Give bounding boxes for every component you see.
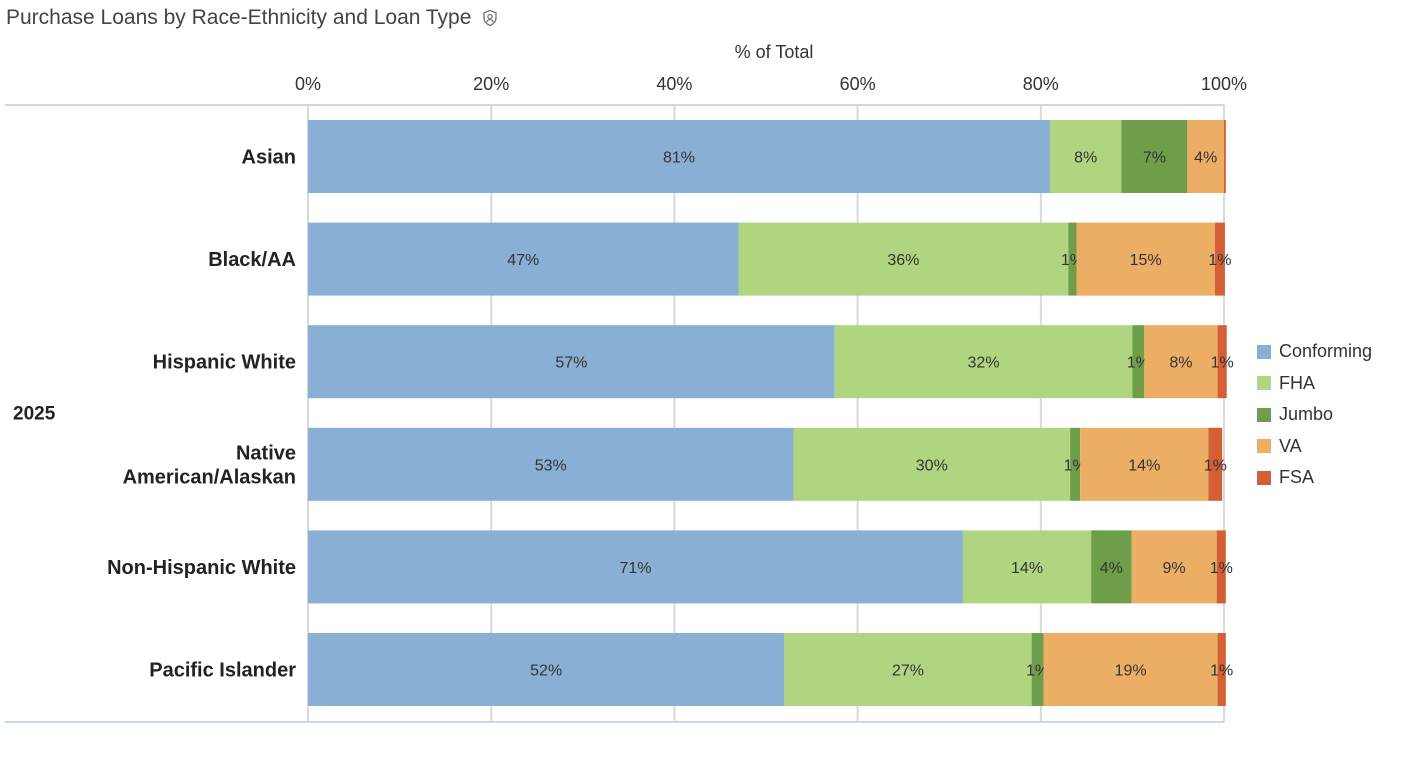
legend-item-jumbo[interactable]: Jumbo — [1257, 399, 1372, 431]
data-label: 1% — [1127, 355, 1150, 372]
data-label: 36% — [887, 252, 919, 269]
data-label: 32% — [968, 355, 1000, 372]
legend-label: FSA — [1279, 467, 1315, 488]
data-label: 15% — [1130, 252, 1162, 269]
bar-segment-conforming[interactable] — [308, 427, 794, 501]
legend-swatch — [1257, 344, 1271, 359]
bar-segment-va[interactable] — [1080, 427, 1209, 501]
bar-segment-fha[interactable] — [1049, 120, 1122, 193]
category-label: American/Alaskan — [123, 466, 296, 488]
bar-segment-fha[interactable] — [738, 222, 1069, 296]
bar-segment-fsa[interactable] — [1214, 222, 1225, 296]
data-label: 53% — [535, 457, 567, 474]
x-tick-label: 40% — [656, 74, 692, 94]
data-label: 52% — [530, 663, 562, 680]
x-tick-label: 0% — [295, 74, 321, 94]
data-label: 4% — [1100, 560, 1123, 577]
data-label: 4% — [1194, 150, 1217, 167]
bar-segment-conforming[interactable] — [308, 325, 835, 399]
bar-segment-conforming[interactable] — [308, 222, 739, 296]
category-label: Black/AA — [208, 249, 296, 271]
bar-segment-conforming[interactable] — [308, 633, 785, 706]
legend-label: FHA — [1279, 372, 1315, 393]
category-label: Pacific Islander — [149, 660, 296, 682]
category-label: Asian — [242, 147, 296, 169]
bar-segment-jumbo[interactable] — [1121, 120, 1188, 193]
shield-icon[interactable] — [481, 9, 499, 27]
data-label: 1% — [1210, 663, 1233, 680]
legend-swatch — [1257, 376, 1271, 391]
bar-segment-jumbo[interactable] — [1132, 325, 1145, 399]
chart-title-text: Purchase Loans by Race-Ethnicity and Loa… — [6, 6, 472, 29]
bar-segment-va[interactable] — [1144, 325, 1218, 399]
data-label: 8% — [1074, 150, 1097, 167]
data-label: 8% — [1169, 355, 1192, 372]
bar-segment-fsa[interactable] — [1216, 530, 1226, 604]
legend-item-fha[interactable]: FHA — [1257, 368, 1372, 400]
data-label: 1% — [1210, 560, 1233, 577]
bar-segment-jumbo[interactable] — [1091, 530, 1132, 604]
bar-segment-fha[interactable] — [793, 427, 1071, 501]
data-label: 57% — [555, 355, 587, 372]
data-label: 81% — [663, 150, 695, 167]
data-label: 14% — [1011, 560, 1043, 577]
category-label: Non-Hispanic White — [107, 557, 296, 579]
x-tick-label: 60% — [840, 74, 876, 94]
legend-label: Jumbo — [1279, 404, 1334, 425]
category-label: Native — [236, 442, 296, 464]
group-label: 2025 — [13, 404, 56, 425]
data-label: 1% — [1208, 252, 1231, 269]
data-label: 1% — [1204, 457, 1227, 474]
bar-segment-va[interactable] — [1131, 530, 1217, 604]
bar-segment-jumbo[interactable] — [1070, 427, 1081, 501]
data-label: 27% — [892, 663, 924, 680]
bar-segment-fsa[interactable] — [1217, 633, 1226, 706]
legend: Conforming FHA Jumbo VA FSA — [1257, 336, 1372, 494]
bar-segment-fha[interactable] — [784, 633, 1032, 706]
data-label: 9% — [1163, 560, 1186, 577]
x-tick-label: 100% — [1201, 74, 1247, 94]
data-label: 7% — [1143, 150, 1166, 167]
bar-segment-fha[interactable] — [834, 325, 1133, 399]
bar-segment-conforming[interactable] — [308, 530, 963, 604]
legend-swatch — [1257, 470, 1271, 485]
data-label: 47% — [507, 252, 539, 269]
x-tick-label: 20% — [473, 74, 509, 94]
bar-segment-va[interactable] — [1187, 120, 1224, 193]
data-label: 1% — [1026, 663, 1049, 680]
data-label: 14% — [1128, 457, 1160, 474]
legend-swatch — [1257, 407, 1271, 422]
legend-item-fsa[interactable]: FSA — [1257, 462, 1372, 494]
data-label: 19% — [1115, 663, 1147, 680]
legend-item-conforming[interactable]: Conforming — [1257, 336, 1372, 368]
bar-segment-fsa[interactable] — [1208, 427, 1223, 501]
chart-title: Purchase Loans by Race-Ethnicity and Loa… — [6, 6, 499, 30]
bar-segment-va[interactable] — [1043, 633, 1218, 706]
x-axis-label: % of Total — [735, 42, 814, 62]
data-label: 71% — [619, 560, 651, 577]
bar-segment-va[interactable] — [1076, 222, 1215, 296]
data-label: 30% — [916, 457, 948, 474]
x-tick-label: 80% — [1023, 74, 1059, 94]
bar-segment-jumbo[interactable] — [1031, 633, 1044, 706]
category-label: Hispanic White — [153, 352, 296, 374]
legend-label: VA — [1279, 435, 1302, 456]
bar-segment-fsa[interactable] — [1217, 325, 1227, 399]
legend-label: Conforming — [1279, 341, 1373, 362]
bar-segment-conforming[interactable] — [308, 120, 1050, 193]
data-label: 1% — [1211, 355, 1234, 372]
bar-segment-fsa[interactable] — [1224, 120, 1226, 193]
legend-item-va[interactable]: VA — [1257, 431, 1372, 463]
bar-segment-fha[interactable] — [962, 530, 1092, 604]
legend-swatch — [1257, 439, 1271, 454]
bar-segment-jumbo[interactable] — [1068, 222, 1077, 296]
